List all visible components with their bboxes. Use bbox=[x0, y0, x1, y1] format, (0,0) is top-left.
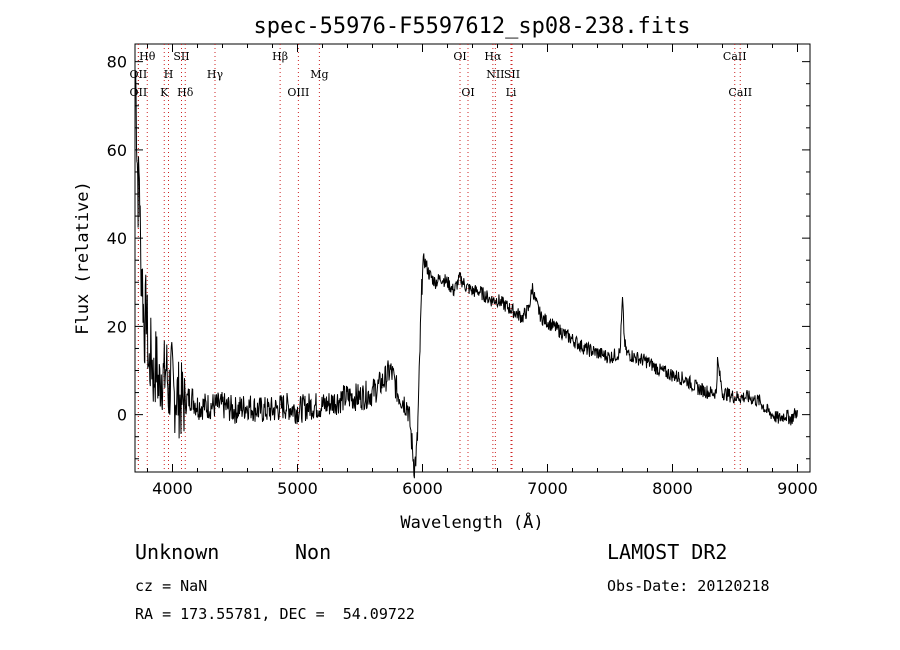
line-marker-label: SII bbox=[504, 68, 520, 81]
x-tick-label: 4000 bbox=[152, 479, 193, 498]
x-tick-label: 9000 bbox=[777, 479, 818, 498]
y-tick-label: 20 bbox=[107, 317, 127, 336]
line-marker-label: K bbox=[160, 86, 169, 99]
x-tick-label: 6000 bbox=[402, 479, 443, 498]
x-axis-label: Wavelength (Å) bbox=[400, 511, 543, 533]
line-marker-label: NII bbox=[486, 68, 504, 81]
y-tick-label: 0 bbox=[117, 406, 127, 425]
line-marker-label: OI bbox=[453, 50, 466, 63]
obs-date: Obs-Date: 20120218 bbox=[607, 577, 770, 595]
coordinates: RA = 173.55781, DEC = 54.09722 bbox=[135, 605, 415, 623]
object-class: Unknown bbox=[135, 540, 220, 564]
line-marker-label: OII bbox=[130, 86, 148, 99]
object-subclass: Non bbox=[295, 540, 332, 564]
line-marker-label: Hθ bbox=[139, 50, 156, 63]
line-marker-label: Hγ bbox=[207, 68, 224, 81]
line-marker-label: OI bbox=[461, 86, 474, 99]
y-tick-label: 60 bbox=[107, 141, 127, 160]
redshift-value: cz = NaN bbox=[135, 577, 208, 595]
y-tick-label: 80 bbox=[107, 53, 127, 72]
line-marker-label: Hδ bbox=[177, 86, 194, 99]
chart-title: spec-55976-F5597612_sp08-238.fits bbox=[253, 14, 690, 39]
axis-ticks: 4000 5000 6000 7000 8000 9000 0 20 40 60 80 bbox=[107, 44, 818, 498]
line-marker-label: Hα bbox=[484, 50, 502, 63]
survey-label: LAMOST DR2 bbox=[607, 540, 728, 564]
line-marker-label: SII bbox=[173, 50, 189, 63]
y-axis-label: Flux (relative) bbox=[73, 181, 93, 335]
x-tick-label: 8000 bbox=[652, 479, 693, 498]
line-marker-label: Li bbox=[506, 86, 517, 99]
line-marker-label: CaII bbox=[728, 86, 752, 99]
line-marker-label: H bbox=[164, 68, 174, 81]
line-marker-label: Hβ bbox=[272, 50, 288, 63]
line-marker-label: CaII bbox=[723, 50, 747, 63]
line-marker-label: OII bbox=[130, 68, 148, 81]
y-tick-label: 40 bbox=[107, 229, 127, 248]
line-marker-label: OIII bbox=[287, 86, 309, 99]
x-tick-label: 7000 bbox=[527, 479, 568, 498]
x-tick-label: 5000 bbox=[277, 479, 318, 498]
line-marker-label: Mg bbox=[310, 68, 328, 81]
spectrum-line bbox=[135, 71, 798, 479]
